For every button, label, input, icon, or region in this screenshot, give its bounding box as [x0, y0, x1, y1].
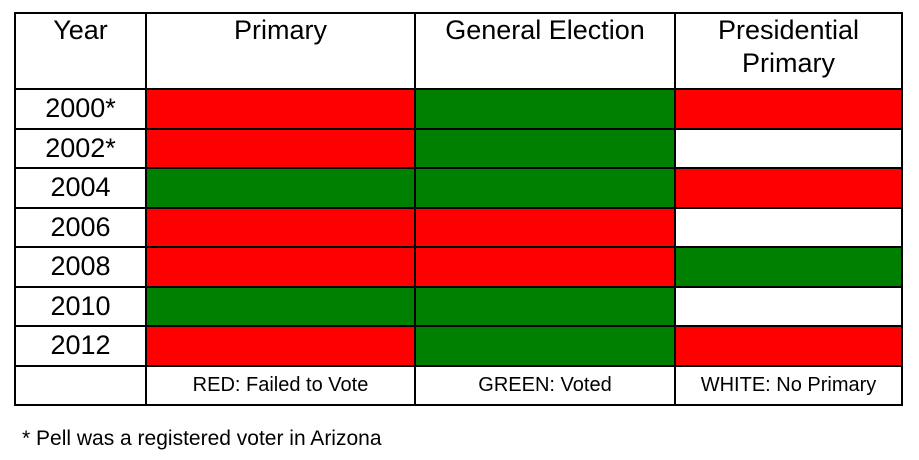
footnote: * Pell was a registered voter in Arizona: [22, 427, 382, 450]
presidential-primary-status-cell: [674, 167, 903, 209]
table-row: 2006: [14, 206, 903, 248]
year-cell: 2006: [14, 206, 147, 248]
primary-status-cell: [145, 285, 416, 327]
column-header-primary: Primary: [145, 12, 416, 90]
table-row: 2002*: [14, 127, 903, 169]
table-legend: RED: Failed to Vote GREEN: Voted WHITE: …: [14, 364, 903, 406]
general-election-status-cell: [414, 206, 676, 248]
header-row: Year Primary General Election Presidenti…: [14, 12, 903, 90]
year-cell: 2012: [14, 325, 147, 367]
primary-status-cell: [145, 127, 416, 169]
primary-status-cell: [145, 167, 416, 209]
legend-red-label: RED: Failed to Vote: [145, 364, 416, 406]
legend-row: RED: Failed to Vote GREEN: Voted WHITE: …: [14, 364, 903, 406]
presidential-primary-status-cell: [674, 285, 903, 327]
year-cell: 2002*: [14, 127, 147, 169]
legend-green-label: GREEN: Voted: [414, 364, 676, 406]
general-election-status-cell: [414, 167, 676, 209]
primary-status-cell: [145, 88, 416, 130]
year-cell: 2000*: [14, 88, 147, 130]
voting-history-table: Year Primary General Election Presidenti…: [14, 12, 903, 406]
table-row: 2004: [14, 167, 903, 209]
primary-status-cell: [145, 325, 416, 367]
legend-empty-cell: [14, 364, 147, 406]
table-row: 2012: [14, 325, 903, 367]
table-row: 2000*: [14, 88, 903, 130]
table-body: 2000* 2002* 2004 2006 2008 2010 2012: [14, 88, 903, 367]
table-header: Year Primary General Election Presidenti…: [14, 12, 903, 90]
presidential-primary-status-cell: [674, 206, 903, 248]
year-cell: 2010: [14, 285, 147, 327]
general-election-status-cell: [414, 88, 676, 130]
legend-white-label: WHITE: No Primary: [674, 364, 903, 406]
table-row: 2008: [14, 246, 903, 288]
column-header-presidential-primary: Presidential Primary: [674, 12, 903, 90]
column-header-year: Year: [14, 12, 147, 90]
general-election-status-cell: [414, 246, 676, 288]
general-election-status-cell: [414, 285, 676, 327]
primary-status-cell: [145, 206, 416, 248]
general-election-status-cell: [414, 127, 676, 169]
year-cell: 2008: [14, 246, 147, 288]
presidential-primary-status-cell: [674, 325, 903, 367]
year-cell: 2004: [14, 167, 147, 209]
general-election-status-cell: [414, 325, 676, 367]
column-header-general-election: General Election: [414, 12, 676, 90]
presidential-primary-status-cell: [674, 88, 903, 130]
primary-status-cell: [145, 246, 416, 288]
table-row: 2010: [14, 285, 903, 327]
presidential-primary-status-cell: [674, 127, 903, 169]
presidential-primary-status-cell: [674, 246, 903, 288]
